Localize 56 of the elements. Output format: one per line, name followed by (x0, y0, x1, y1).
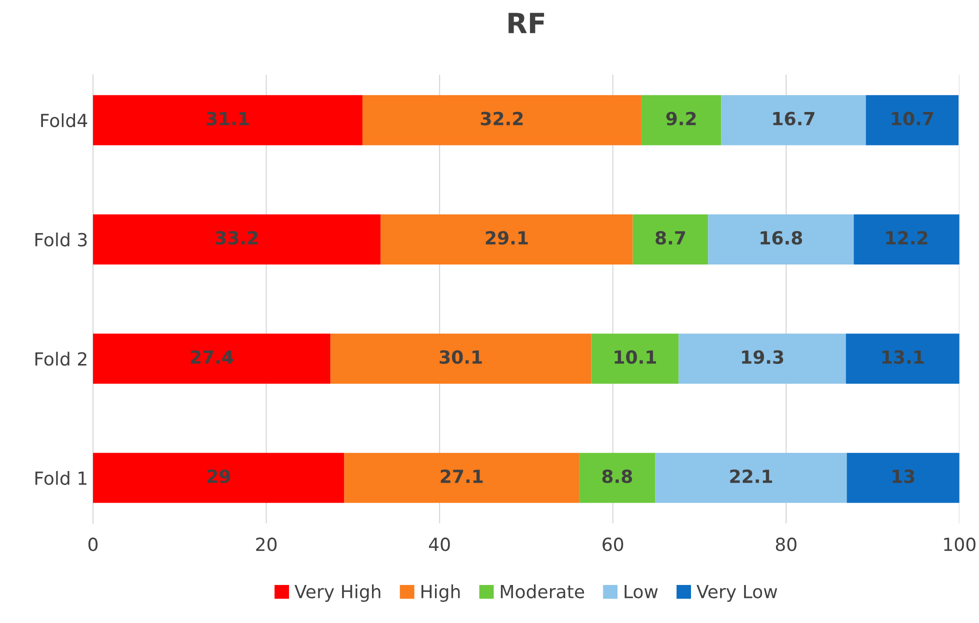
bar (380, 214, 633, 264)
bar (655, 452, 847, 503)
bar (846, 452, 960, 503)
data-label: 32.2 (480, 112, 523, 126)
bar (866, 95, 959, 146)
legend-label: Low (624, 584, 658, 598)
data-label: 31.1 (206, 112, 249, 126)
data-label: 30.1 (440, 350, 482, 364)
x-tick-label: 0 (88, 538, 98, 552)
data-label: 12.2 (886, 231, 928, 244)
bar (854, 214, 960, 264)
bar (721, 95, 866, 146)
data-label: 19.3 (742, 350, 784, 364)
bar (93, 334, 330, 384)
data-label: 10.7 (892, 112, 934, 126)
bar (708, 214, 854, 264)
data-label: 8.8 (602, 469, 632, 484)
bar (678, 334, 846, 384)
x-tick-label: 100 (944, 538, 976, 552)
y-tick-label: Fold 2 (35, 352, 86, 366)
bar (362, 95, 642, 146)
data-label: 10.1 (614, 350, 656, 364)
bar (344, 452, 580, 503)
bar (93, 452, 344, 503)
data-label: 16.7 (773, 112, 814, 126)
bar (641, 95, 722, 146)
data-label: 33.2 (216, 231, 258, 245)
x-tick-label: 80 (776, 538, 796, 552)
y-tick-label: Fold 1 (35, 471, 86, 486)
data-label: 16.8 (760, 231, 802, 245)
data-label: 27.4 (190, 350, 234, 364)
y-tick-label: Fold 3 (35, 232, 87, 247)
bar (579, 452, 656, 503)
x-tick-label: 20 (256, 538, 277, 552)
data-label: 8.7 (656, 231, 686, 245)
bar (93, 214, 381, 264)
legend-label: Moderate (500, 584, 584, 598)
data-label: 9.2 (666, 112, 696, 126)
bar (93, 95, 362, 146)
x-tick-label: 60 (602, 538, 624, 552)
bar (846, 334, 960, 384)
bar (330, 334, 592, 384)
x-tick-label: 40 (428, 538, 450, 552)
data-label: 13.1 (882, 350, 924, 364)
data-label: 29 (208, 469, 230, 484)
legend-label: Very High (294, 584, 380, 602)
bar (591, 334, 679, 384)
chart-title: RF (508, 12, 544, 34)
y-tick-label: Fold4 (41, 113, 88, 128)
data-label: 13 (892, 469, 914, 484)
data-label: 29.1 (486, 231, 528, 245)
bar (632, 214, 708, 264)
legend-label: High (422, 584, 460, 602)
legend-label: Very Low (696, 584, 778, 602)
data-label: 27.1 (440, 469, 483, 483)
data-label: 22.1 (730, 469, 772, 483)
